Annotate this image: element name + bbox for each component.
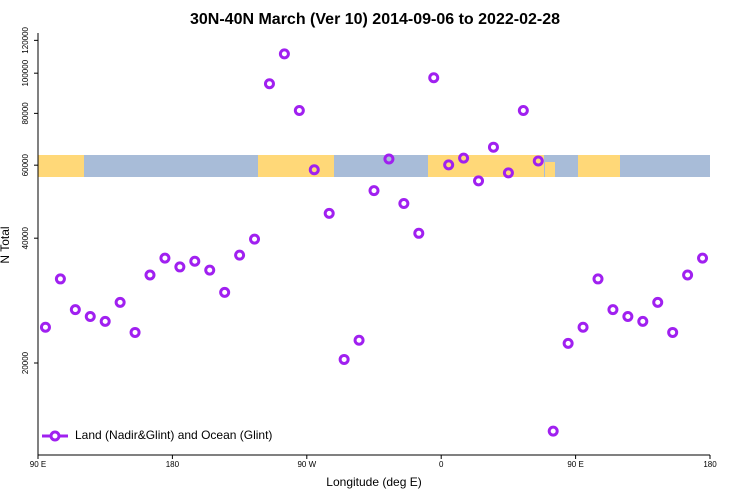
point	[517, 104, 529, 116]
x-axis-label: Longitude (deg E)	[326, 475, 421, 489]
point	[607, 304, 619, 316]
point	[144, 269, 156, 281]
point	[532, 155, 544, 167]
x-tick-label: 180	[166, 460, 180, 469]
point	[458, 152, 470, 164]
point	[338, 353, 350, 365]
point	[443, 159, 455, 171]
point	[174, 261, 186, 273]
x-tick-label: 0	[439, 460, 444, 469]
point	[383, 153, 395, 165]
y-tick-label: 100000	[21, 59, 30, 86]
point	[398, 197, 410, 209]
point	[219, 286, 231, 298]
y-axis-label: N Total	[0, 226, 12, 263]
point	[637, 315, 649, 327]
point	[204, 264, 216, 276]
legend-marker	[49, 430, 61, 442]
point	[54, 273, 66, 285]
point	[99, 315, 111, 327]
point	[114, 296, 126, 308]
point	[323, 207, 335, 219]
point	[502, 167, 514, 179]
point	[592, 273, 604, 285]
x-tick-label: 90 E	[567, 460, 583, 469]
x-tick-label: 180	[703, 460, 717, 469]
point	[263, 78, 275, 90]
y-tick-label: 20000	[21, 351, 30, 374]
point	[682, 269, 694, 281]
chart-title: 30N-40N March (Ver 10) 2014-09-06 to 202…	[190, 11, 560, 28]
point	[69, 304, 81, 316]
point	[278, 48, 290, 60]
point	[189, 255, 201, 267]
point	[667, 326, 679, 338]
point	[473, 175, 485, 187]
point	[428, 72, 440, 84]
y-tick-label: 40000	[21, 227, 30, 250]
y-tick-label: 120000	[21, 26, 30, 53]
point	[368, 185, 380, 197]
point	[234, 249, 246, 261]
point	[622, 310, 634, 322]
x-tick-label: 90 W	[297, 460, 316, 469]
point	[413, 227, 425, 239]
point	[308, 164, 320, 176]
y-tick-label: 80000	[21, 102, 30, 125]
y-tick-label: 60000	[21, 154, 30, 177]
point	[129, 326, 141, 338]
point	[293, 104, 305, 116]
point	[249, 233, 261, 245]
point	[652, 296, 664, 308]
point	[697, 252, 709, 264]
point	[487, 141, 499, 153]
point	[547, 425, 559, 437]
point	[353, 334, 365, 346]
map-strip	[38, 155, 710, 177]
point	[39, 321, 51, 333]
legend-label: Land (Nadir&Glint) and Ocean (Glint)	[75, 428, 272, 442]
x-tick-label: 90 E	[30, 460, 46, 469]
point	[577, 321, 589, 333]
point	[159, 252, 171, 264]
point	[84, 310, 96, 322]
point	[562, 337, 574, 349]
